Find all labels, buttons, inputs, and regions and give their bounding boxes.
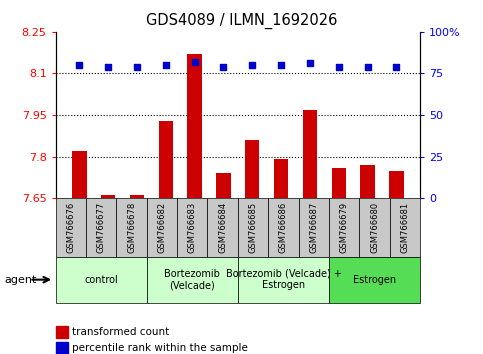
Text: Bortezomib
(Velcade): Bortezomib (Velcade) bbox=[164, 269, 220, 291]
Text: transformed count: transformed count bbox=[72, 327, 170, 337]
Point bbox=[248, 62, 256, 68]
Text: GSM766677: GSM766677 bbox=[97, 202, 106, 253]
Bar bbox=[130, 195, 144, 198]
Bar bbox=[158, 121, 173, 198]
Point bbox=[364, 64, 371, 70]
Bar bbox=[389, 171, 404, 198]
Bar bbox=[72, 151, 86, 198]
Bar bbox=[303, 109, 317, 198]
Text: percentile rank within the sample: percentile rank within the sample bbox=[72, 343, 248, 353]
Bar bbox=[187, 54, 202, 198]
Point bbox=[162, 62, 170, 68]
Text: GSM766681: GSM766681 bbox=[400, 202, 410, 253]
Bar bbox=[245, 140, 259, 198]
Point bbox=[220, 64, 227, 70]
Text: GSM766684: GSM766684 bbox=[218, 202, 227, 253]
Text: GSM766683: GSM766683 bbox=[188, 202, 197, 253]
Point bbox=[191, 59, 199, 65]
Point bbox=[104, 64, 112, 70]
Text: control: control bbox=[84, 275, 118, 285]
Point bbox=[277, 62, 285, 68]
Bar bbox=[101, 195, 115, 198]
Text: GSM766687: GSM766687 bbox=[309, 202, 318, 253]
Bar bbox=[274, 159, 288, 198]
Point bbox=[133, 64, 141, 70]
Bar bbox=[331, 168, 346, 198]
Text: GDS4089 / ILMN_1692026: GDS4089 / ILMN_1692026 bbox=[146, 12, 337, 29]
Text: GSM766678: GSM766678 bbox=[127, 202, 136, 253]
Text: Estrogen: Estrogen bbox=[353, 275, 396, 285]
Text: GSM766679: GSM766679 bbox=[340, 202, 349, 253]
Text: GSM766676: GSM766676 bbox=[66, 202, 75, 253]
Text: GSM766686: GSM766686 bbox=[279, 202, 288, 253]
Text: GSM766685: GSM766685 bbox=[249, 202, 257, 253]
Point bbox=[393, 64, 400, 70]
Bar bbox=[216, 173, 231, 198]
Bar bbox=[360, 165, 375, 198]
Text: Bortezomib (Velcade) +
Estrogen: Bortezomib (Velcade) + Estrogen bbox=[226, 269, 341, 291]
Text: GSM766682: GSM766682 bbox=[157, 202, 167, 253]
Point bbox=[75, 62, 83, 68]
Text: agent: agent bbox=[5, 275, 37, 285]
Point bbox=[335, 64, 342, 70]
Text: GSM766680: GSM766680 bbox=[370, 202, 379, 253]
Point bbox=[306, 61, 314, 66]
